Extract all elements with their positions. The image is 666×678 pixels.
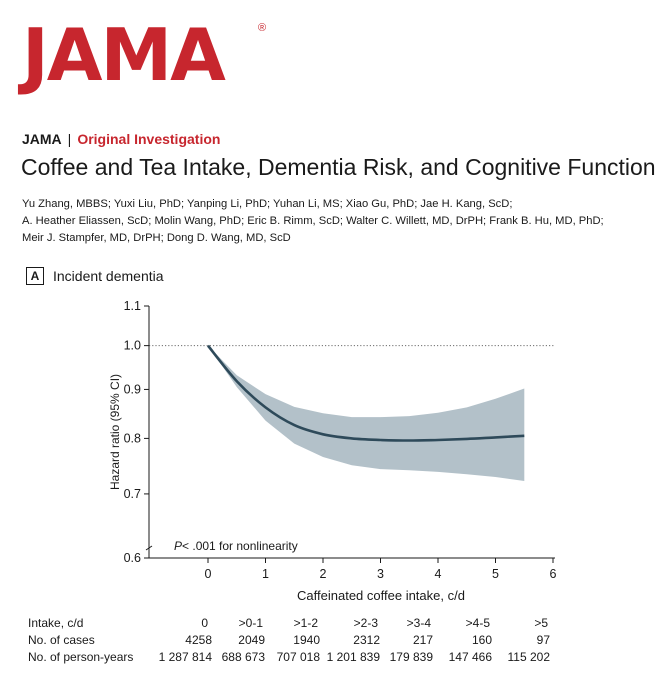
y-tick-label: 0.8	[124, 431, 141, 445]
x-tick-label: 4	[435, 567, 442, 581]
article-title: Coffee and Tea Intake, Dementia Risk, an…	[21, 154, 656, 180]
risk-cell: 1 287 814	[158, 650, 212, 664]
risk-row-label: No. of person-years	[28, 650, 134, 664]
risk-cell: 688 673	[221, 650, 265, 664]
risk-cell: 1940	[293, 633, 320, 647]
nonlinearity-annotation: P< .001 for nonlinearity	[174, 539, 298, 553]
y-tick-label: 1.1	[124, 299, 141, 313]
x-tick-label: 5	[492, 567, 499, 581]
author-line: Yu Zhang, MBBS; Yuxi Liu, PhD; Yanping L…	[22, 198, 513, 210]
jama-logo: JAMA ®	[22, 14, 272, 96]
article-eyebrow: JAMA | Original Investigation	[22, 130, 220, 148]
risk-cell: 4258	[185, 633, 212, 647]
risk-cell: 160	[471, 633, 492, 647]
risk-cell: >2-3	[353, 616, 378, 630]
risk-row-label: Intake, c/d	[28, 616, 84, 630]
risk-cell: 115 202	[507, 650, 551, 664]
author-line: Meir J. Stampfer, MD, DrPH; Dong D. Wang…	[22, 232, 291, 244]
author-line: A. Heather Eliassen, ScD; Molin Wang, Ph…	[22, 215, 604, 227]
annotation-text: < .001 for nonlinearity	[182, 539, 298, 553]
panel-header: A Incident dementia	[26, 266, 164, 286]
risk-cell: 707 018	[276, 650, 320, 664]
journal-name: JAMA	[22, 131, 62, 147]
x-tick-label: 3	[377, 567, 384, 581]
hazard-ratio-curve	[206, 344, 525, 442]
y-tick-label: 1.0	[124, 339, 141, 353]
hazard-ratio-chart: Hazard ratio (95% CI) 0.6 0.7 0.8 0.9 1.0 1.1…	[108, 299, 557, 603]
article-type: Original Investigation	[77, 131, 221, 147]
risk-cell: 2312	[353, 633, 380, 647]
eyebrow-separator: |	[67, 131, 72, 147]
risk-cell: >5	[534, 616, 548, 630]
x-tick-label: 1	[262, 567, 269, 581]
risk-cell: 97	[536, 633, 550, 647]
risk-cell: 147 466	[448, 650, 492, 664]
y-tick-label: 0.9	[124, 382, 141, 396]
risk-table: Intake, c/d 0 >0-1 >1-2 >2-3 >3-4 >4-5 >5 No. of…	[0, 616, 666, 672]
confidence-band	[208, 345, 525, 481]
risk-cell: 217	[412, 633, 433, 647]
risk-cell: >4-5	[465, 616, 490, 630]
annotation-p: P	[174, 539, 182, 553]
x-tick-label: 2	[320, 567, 327, 581]
x-tick-label: 6	[550, 567, 557, 581]
risk-cell: 179 839	[389, 650, 433, 664]
x-tick-label: 0	[205, 567, 212, 581]
y-axis-label: Hazard ratio (95% CI)	[108, 374, 122, 490]
panel-letter: A	[26, 267, 44, 285]
risk-cell: >0-1	[238, 616, 263, 630]
registered-mark: ®	[258, 22, 267, 34]
risk-cell: >3-4	[406, 616, 431, 630]
y-tick-label: 0.6	[124, 551, 141, 565]
risk-cell: 2049	[238, 633, 265, 647]
panel-title: Incident dementia	[53, 268, 164, 284]
logo-text: JAMA	[22, 13, 226, 97]
y-tick-label: 0.7	[124, 487, 141, 501]
risk-cell: 1 201 839	[326, 650, 380, 664]
author-list: Yu Zhang, MBBS; Yuxi Liu, PhD; Yanping L…	[22, 196, 604, 247]
axis-break-mark	[145, 545, 153, 551]
risk-cell: >1-2	[293, 616, 318, 630]
risk-cell: 0	[201, 616, 208, 630]
x-axis-label: Caffeinated coffee intake, c/d	[297, 588, 465, 603]
risk-row-label: No. of cases	[28, 633, 95, 647]
